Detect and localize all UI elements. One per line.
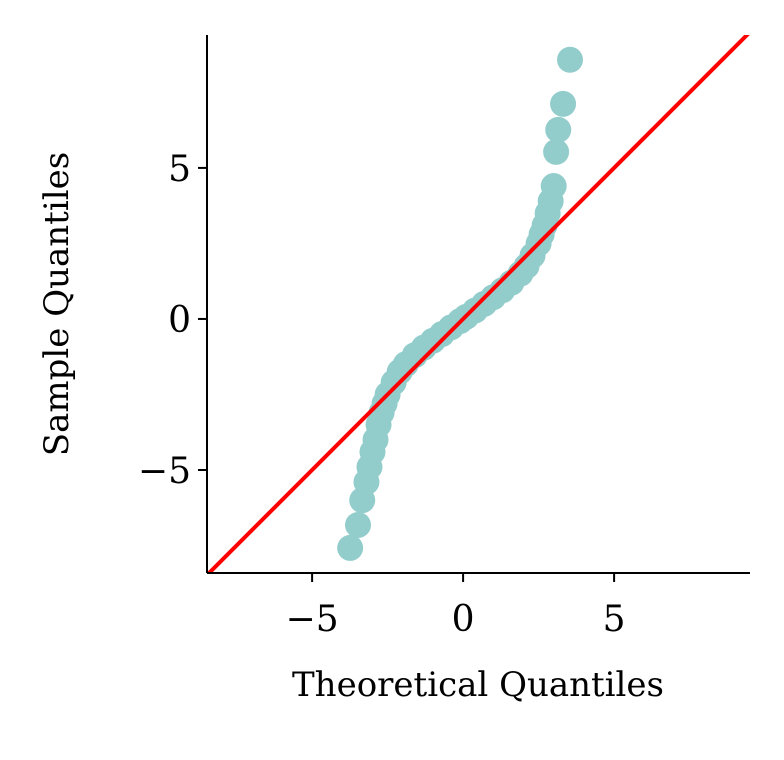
x-tick-label: 0 [452, 599, 475, 640]
point [550, 90, 577, 117]
y-axis-label: Sample Quantiles [37, 152, 77, 456]
point [337, 534, 364, 561]
point [345, 511, 372, 538]
point [545, 116, 572, 143]
y-tick-label: 0 [168, 300, 191, 341]
x-tick-label: 5 [603, 599, 626, 640]
point [543, 138, 570, 165]
point [557, 46, 584, 73]
x-tick-label: −5 [286, 599, 339, 640]
y-tick-label: 5 [168, 149, 191, 190]
y-tick-label: −5 [138, 451, 191, 492]
x-axis-label: Theoretical Quantiles [292, 665, 664, 705]
reference-line [207, 35, 750, 573]
plot-area [207, 35, 750, 573]
point [540, 173, 567, 200]
